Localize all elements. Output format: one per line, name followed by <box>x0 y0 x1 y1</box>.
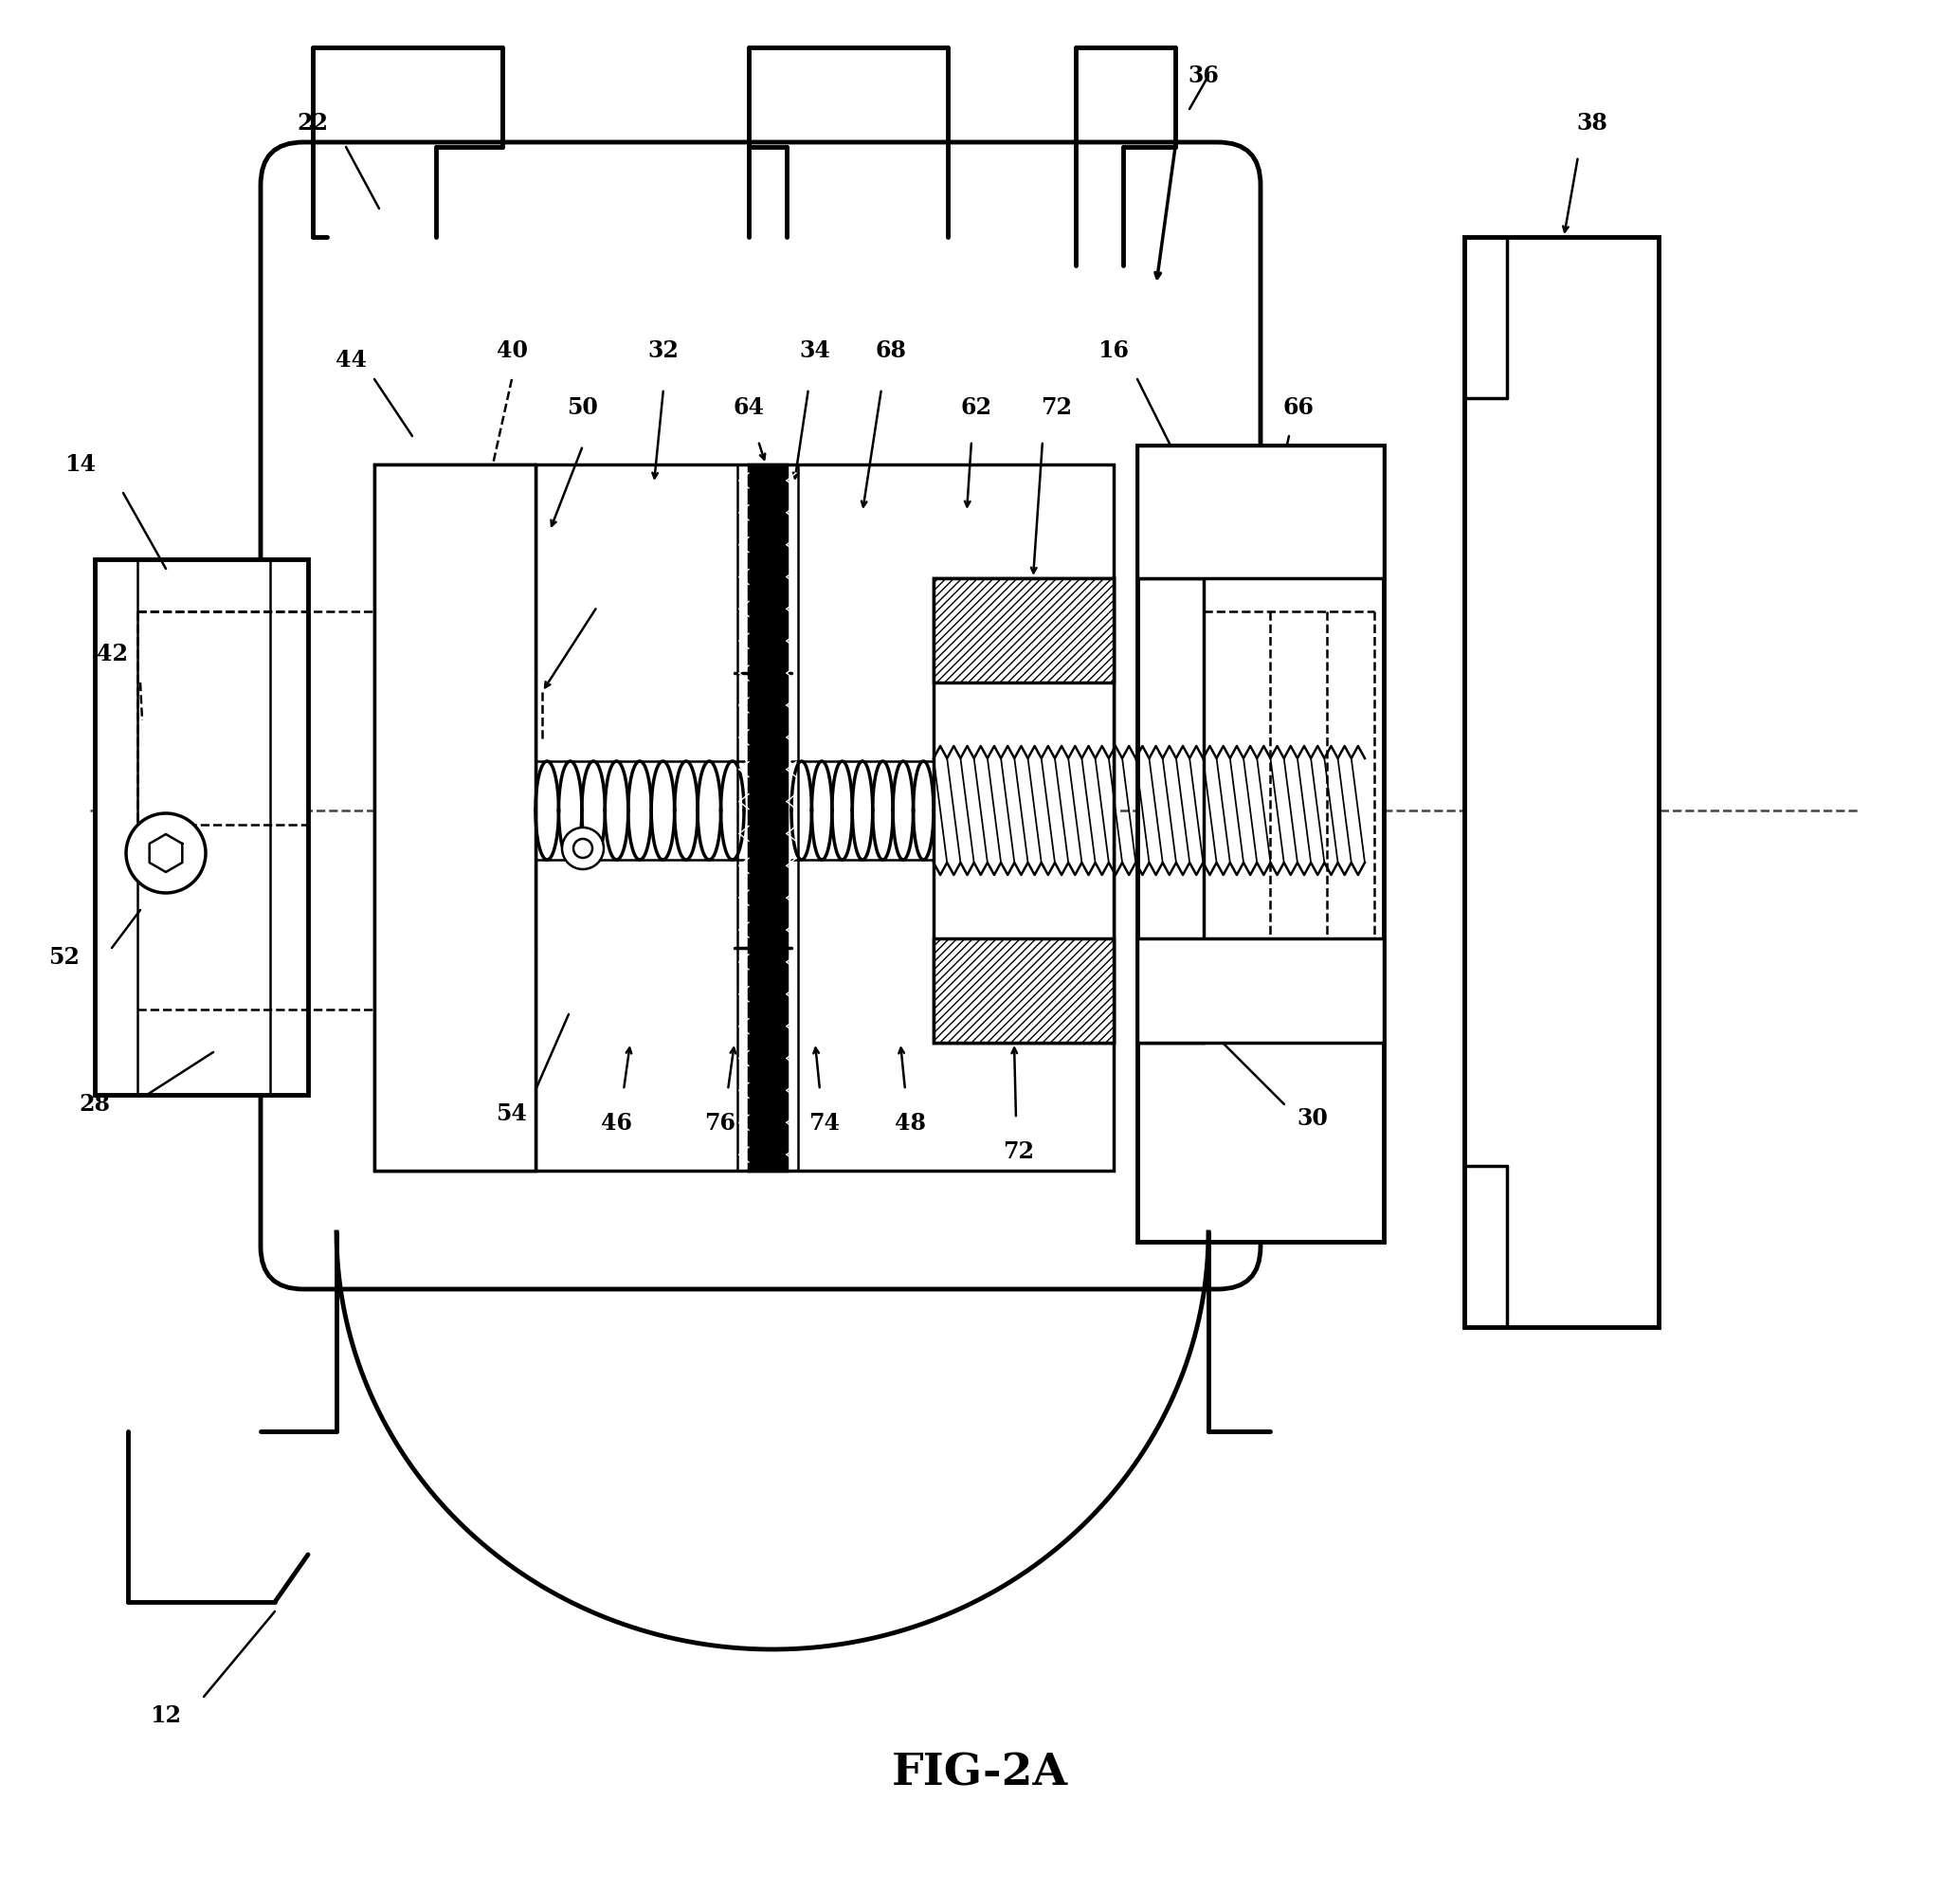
Bar <box>374 464 535 1171</box>
Text: 72: 72 <box>1004 1141 1035 1164</box>
Text: 68: 68 <box>876 339 907 361</box>
Text: 40: 40 <box>496 339 527 361</box>
Bar <box>1137 938 1384 1042</box>
Bar <box>1464 236 1658 1326</box>
Circle shape <box>563 827 604 868</box>
Bar <box>1137 445 1384 1241</box>
Text: 50: 50 <box>566 395 598 418</box>
Text: 52: 52 <box>49 946 80 969</box>
Bar <box>933 579 1113 1042</box>
Circle shape <box>574 838 592 857</box>
Text: 36: 36 <box>1188 64 1219 87</box>
Text: 66: 66 <box>1282 395 1313 418</box>
Text: 12: 12 <box>151 1705 182 1727</box>
Text: 64: 64 <box>733 395 764 418</box>
Text: FIG-2A: FIG-2A <box>892 1750 1068 1794</box>
Text: 16: 16 <box>1098 339 1129 361</box>
Bar <box>933 938 1113 1042</box>
Text: 34: 34 <box>800 339 831 361</box>
Text: 44: 44 <box>335 348 367 371</box>
Text: 42: 42 <box>96 643 127 666</box>
Bar <box>1137 445 1384 579</box>
Text: 72: 72 <box>1041 395 1072 418</box>
Text: 38: 38 <box>1576 112 1607 134</box>
FancyBboxPatch shape <box>261 142 1260 1288</box>
Text: 46: 46 <box>600 1112 631 1135</box>
Text: 62: 62 <box>960 395 992 418</box>
Text: 14: 14 <box>65 452 96 477</box>
Text: 32: 32 <box>649 339 678 361</box>
Text: 54: 54 <box>496 1103 527 1126</box>
Circle shape <box>125 814 206 893</box>
Bar <box>94 560 308 1095</box>
Text: 28: 28 <box>78 1094 110 1116</box>
Text: 22: 22 <box>298 112 329 134</box>
Text: 48: 48 <box>894 1112 925 1135</box>
Bar <box>933 579 1113 683</box>
Text: 74: 74 <box>809 1112 841 1135</box>
Bar <box>749 464 786 1171</box>
Text: 76: 76 <box>706 1112 735 1135</box>
Bar <box>374 464 1113 1171</box>
Text: 30: 30 <box>1298 1107 1329 1130</box>
